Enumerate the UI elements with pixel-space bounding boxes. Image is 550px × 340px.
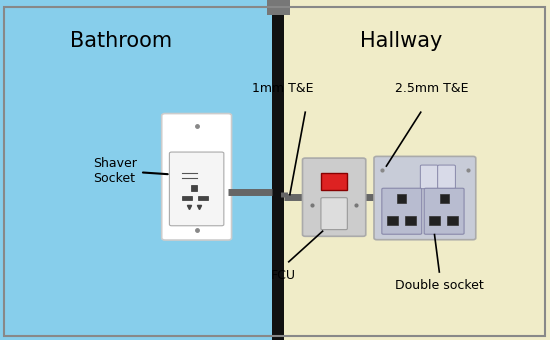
FancyBboxPatch shape <box>420 165 438 189</box>
Text: Bathroom: Bathroom <box>70 31 172 51</box>
Text: 2.5mm T&E: 2.5mm T&E <box>395 82 469 95</box>
Text: Double socket: Double socket <box>395 279 483 292</box>
Bar <box>440 194 448 203</box>
Bar <box>182 196 191 200</box>
Bar <box>398 194 406 203</box>
Bar <box>191 185 197 191</box>
Bar <box>321 173 347 190</box>
FancyBboxPatch shape <box>374 156 476 240</box>
FancyBboxPatch shape <box>321 198 348 230</box>
FancyBboxPatch shape <box>424 188 464 234</box>
Bar <box>0 0 272 340</box>
FancyBboxPatch shape <box>169 152 224 226</box>
Bar <box>387 216 398 225</box>
Bar <box>267 0 290 15</box>
Bar <box>284 0 550 340</box>
Text: Hallway: Hallway <box>360 31 443 51</box>
Bar <box>430 216 441 225</box>
Bar <box>272 0 284 340</box>
FancyBboxPatch shape <box>382 188 422 234</box>
FancyBboxPatch shape <box>302 158 366 236</box>
FancyBboxPatch shape <box>162 114 232 240</box>
FancyBboxPatch shape <box>438 165 455 189</box>
Bar <box>198 196 208 200</box>
Text: 1mm T&E: 1mm T&E <box>252 82 314 95</box>
Bar <box>447 216 458 225</box>
Text: FCU: FCU <box>271 269 296 282</box>
Text: Shaver
Socket: Shaver Socket <box>94 157 168 185</box>
Bar <box>405 216 416 225</box>
